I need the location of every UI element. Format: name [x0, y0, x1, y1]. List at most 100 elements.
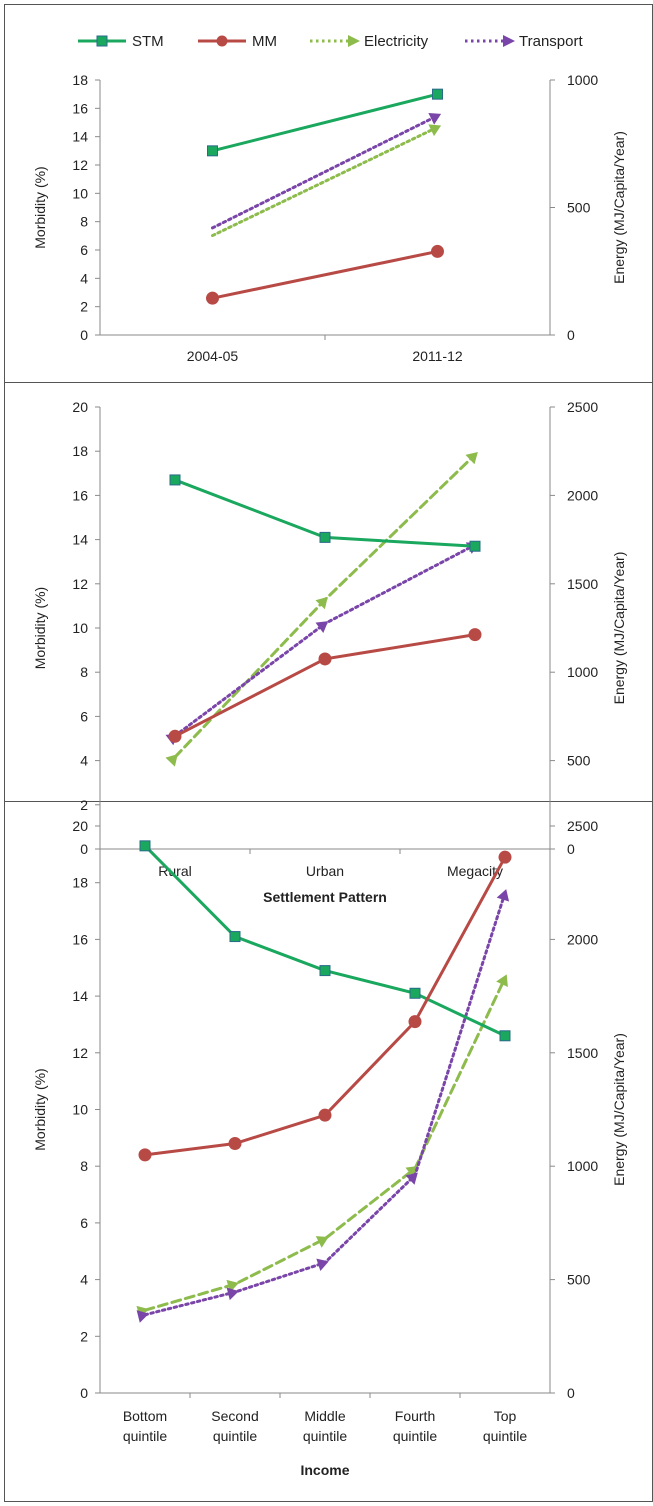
y2-tick-label-0: 0 — [567, 327, 575, 343]
point-transport-0 — [136, 1310, 149, 1323]
point-stm-0 — [207, 145, 218, 157]
point-electricity-4 — [496, 974, 508, 988]
y-tick-label-8: 16 — [72, 487, 88, 503]
point-electricity-1 — [315, 596, 328, 610]
y-tick-label-3: 6 — [80, 242, 88, 258]
x-category-label-0: 2004-05 — [187, 348, 239, 364]
legend-label-0: STM — [132, 33, 164, 50]
y-axis-title: Morbidity (%) — [32, 166, 48, 248]
y2-tick-label-1: 500 — [567, 1272, 591, 1288]
y2-tick-label-2: 1000 — [567, 72, 598, 88]
series-transport — [211, 113, 442, 230]
y2-tick-label-1: 500 — [567, 753, 591, 769]
y-tick-label-6: 12 — [72, 157, 88, 173]
x-category-label-2: Middle quintile — [303, 1408, 348, 1444]
y2-tick-label-3: 1500 — [567, 1045, 598, 1061]
y-tick-label-4: 8 — [80, 1158, 88, 1174]
y-tick-label-5: 10 — [72, 620, 88, 636]
legend-label-2: Electricity — [364, 33, 429, 50]
panel-2-frame — [4, 382, 653, 802]
y2-tick-label-4: 2000 — [567, 931, 598, 947]
point-mm-3 — [408, 1015, 422, 1029]
y-tick-label-6: 12 — [72, 1045, 88, 1061]
series-line-electricity — [211, 125, 439, 238]
y-tick-label-10: 20 — [72, 818, 88, 834]
series-mm — [206, 244, 444, 305]
x-axis-title: Income — [300, 1462, 349, 1478]
series-transport — [136, 889, 510, 1323]
y2-tick-label-0: 0 — [567, 1385, 575, 1401]
y2-tick-label-0: 0 — [567, 841, 575, 857]
point-stm-1 — [229, 931, 241, 943]
y-tick-label-8: 16 — [72, 100, 88, 116]
series-line-transport — [173, 543, 477, 738]
y-tick-label-7: 14 — [72, 532, 88, 548]
y-tick-label-9: 18 — [72, 443, 88, 459]
y-tick-label-2: 4 — [80, 270, 88, 286]
y-tick-label-0: 0 — [80, 841, 88, 857]
point-electricity-2 — [465, 451, 478, 465]
x-category-label-2: Megacity — [447, 863, 503, 879]
legend: STM MM Electricity Transport — [78, 33, 583, 50]
chart-time-period: 0 2 4 6 8 10 12 14 16 18 0 500 1000 2004-05 2011-12 Mor… — [32, 72, 627, 364]
point-stm-4 — [499, 1030, 511, 1042]
point-transport-3 — [405, 1172, 418, 1185]
point-mm-1 — [431, 244, 444, 258]
x-category-label-1: Second quintile — [211, 1408, 258, 1444]
y2-tick-label-1: 500 — [567, 200, 591, 216]
series-electricity — [211, 124, 442, 238]
point-electricity-3 — [405, 1166, 419, 1178]
y-axis-title: Morbidity (%) — [32, 587, 48, 669]
series-line-mm — [211, 249, 439, 300]
x-axis-title: Settlement Pattern — [263, 889, 387, 905]
point-electricity-2 — [315, 1236, 329, 1248]
panel-3-frame — [4, 801, 653, 1502]
y-tick-label-7: 14 — [72, 988, 88, 1004]
point-electricity-1 — [428, 124, 442, 137]
y-tick-label-1: 2 — [80, 1328, 88, 1344]
y2-axis-title: Energy (MJ/Capita/Year) — [611, 131, 627, 284]
y-tick-label-3: 6 — [80, 708, 88, 724]
y-tick-label-0: 0 — [80, 327, 88, 343]
y-tick-label-5: 10 — [72, 1102, 88, 1118]
series-line-mm — [173, 633, 477, 738]
point-mm-2 — [318, 1108, 332, 1122]
point-stm-1 — [319, 531, 331, 543]
point-stm-2 — [469, 540, 481, 552]
legend-label-3: Transport — [519, 33, 583, 50]
series-line-stm — [211, 92, 439, 153]
y2-axis-title: Energy (MJ/Capita/Year) — [611, 1033, 627, 1186]
point-mm-0 — [138, 1148, 152, 1162]
point-transport-1 — [226, 1287, 239, 1301]
series-electricity — [165, 451, 478, 767]
legend-marker-0 — [96, 35, 108, 47]
y-tick-label-5: 10 — [72, 185, 88, 201]
y-tick-label-2: 4 — [80, 753, 88, 769]
y-tick-label-4: 8 — [80, 664, 88, 680]
y-tick-label-3: 6 — [80, 1215, 88, 1231]
point-stm-2 — [319, 965, 331, 977]
point-mm-2 — [468, 628, 482, 642]
x-category-label-3: Fourth quintile — [393, 1408, 438, 1444]
y2-tick-label-5: 2500 — [567, 818, 598, 834]
series-mm — [168, 628, 482, 743]
y2-tick-label-5: 2500 — [567, 399, 598, 415]
point-transport-1 — [428, 113, 442, 125]
series-stm — [169, 474, 481, 552]
point-stm-0 — [139, 840, 151, 852]
y-tick-label-4: 8 — [80, 214, 88, 230]
x-category-label-1: 2011-12 — [412, 348, 463, 364]
y2-tick-label-4: 2000 — [567, 487, 598, 503]
point-stm-3 — [409, 987, 421, 999]
y-tick-label-0: 0 — [80, 1385, 88, 1401]
series-stm — [207, 88, 443, 157]
y-tick-label-10: 20 — [72, 399, 88, 415]
series-stm — [139, 840, 511, 1042]
legend-marker-3 — [503, 35, 515, 47]
point-stm-0 — [169, 474, 181, 486]
y-tick-label-1: 2 — [80, 797, 88, 813]
x-category-label-4: Top quintile — [483, 1408, 528, 1444]
point-mm-0 — [206, 291, 219, 305]
panel-1-frame — [4, 4, 653, 383]
